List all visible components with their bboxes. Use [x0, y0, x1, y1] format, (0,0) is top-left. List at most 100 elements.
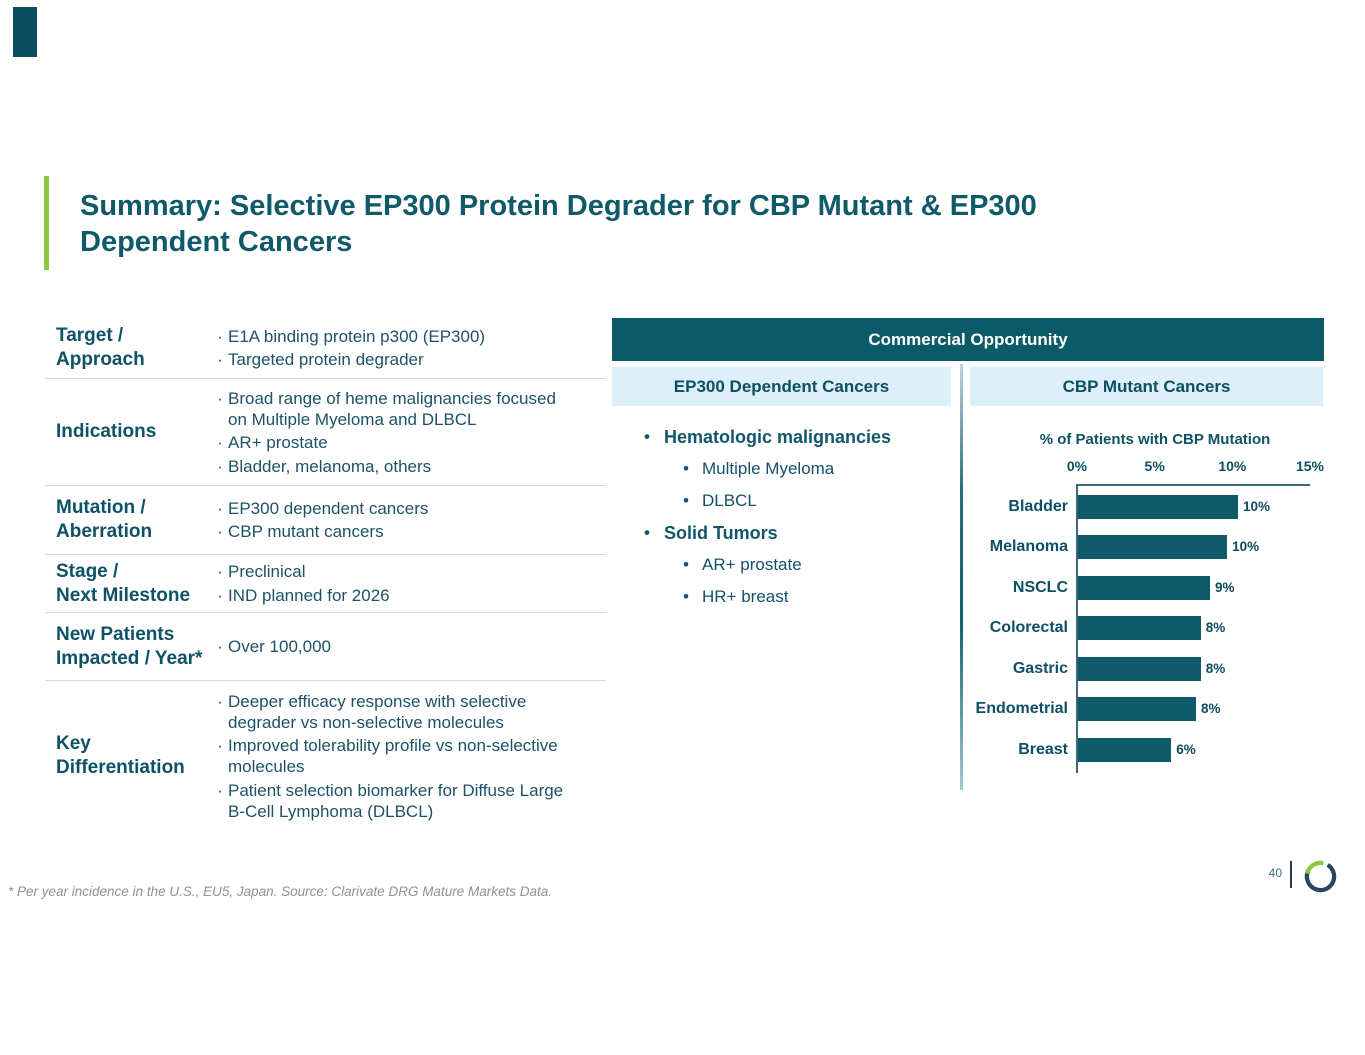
- bullet-icon: ·: [217, 637, 223, 656]
- bullet-item: · Broad range of heme malignancies focuse…: [217, 388, 606, 430]
- bar-category-label: Melanoma: [989, 538, 1068, 556]
- bullet-item: · Over 100,000: [217, 636, 606, 657]
- x-axis-tick-label: 15%: [1295, 458, 1325, 474]
- bar-category-label: Bladder: [1008, 498, 1068, 515]
- bullet-item: · Improved tolerability profile vs non-se…: [217, 735, 606, 777]
- table-row-label-line: Next Milestone: [56, 584, 191, 606]
- bullet-icon: •: [683, 555, 689, 574]
- bullet-icon: ·: [217, 498, 223, 518]
- slide-title: Summary: Selective EP300 Protein Degrade…: [80, 188, 1260, 260]
- table-row-bullets: · Broad range of heme malignancies focuse…: [217, 385, 606, 479]
- bullet-icon: •: [683, 491, 689, 510]
- chart-x-axis-line: [1077, 484, 1310, 486]
- table-row-label-line: Impacted / Year*: [56, 647, 203, 669]
- bar-melanoma: [1078, 535, 1228, 560]
- table-row-label: Key Differentiation: [45, 732, 217, 780]
- bullet-line: degrader vs non-selective molecules: [228, 712, 504, 732]
- table-row-label-line: Key: [56, 733, 91, 754]
- bullet-icon: •: [683, 587, 689, 606]
- bullet-line: IND planned for 2026: [228, 585, 390, 605]
- table-row-bullets: · Preclinical · IND planned for 2026: [217, 559, 606, 609]
- table-row-label-line: Differentiation: [56, 757, 185, 778]
- list-item: • Multiple Myeloma: [630, 458, 960, 480]
- column-divider: [960, 364, 963, 790]
- bullet-item: · Preclinical: [217, 561, 606, 582]
- ep300-cancer-list: • Hematologic malignancies • Multiple Myelo…: [630, 426, 960, 618]
- product-profile-table: Target / Approach · E1A binding protein p30…: [45, 318, 606, 831]
- table-row-label-line: Indications: [56, 421, 157, 442]
- bullet-line: Bladder, melanoma, others: [228, 456, 432, 476]
- footer-separator: [1290, 861, 1292, 888]
- bullet-icon: ·: [217, 522, 223, 542]
- slide-title-line2: Dependent Cancers: [80, 226, 353, 258]
- x-axis-tick-label: 0%: [1066, 458, 1088, 474]
- bullet-line: CBP mutant cancers: [228, 522, 384, 542]
- bar-value-label: 8%: [1201, 701, 1221, 717]
- cbp-column-header: CBP Mutant Cancers: [970, 367, 1323, 406]
- table-row-label-line: Target /: [56, 325, 124, 346]
- bullet-icon: •: [683, 459, 689, 478]
- table-row-label-line: New Patients: [56, 623, 175, 645]
- bar-value-label: 6%: [1176, 741, 1196, 757]
- bar-value-label: 9%: [1215, 579, 1235, 595]
- table-row-bullets: · Over 100,000: [217, 634, 606, 660]
- bar-category-label: NSCLC: [1012, 578, 1068, 596]
- bar-nsclc: [1078, 575, 1211, 600]
- table-row-label-line: Stage /: [56, 560, 119, 582]
- ep300-column-header: EP300 Dependent Cancers: [612, 367, 951, 406]
- table-row: New Patients Impacted / Year* · Over 100,00…: [45, 613, 606, 681]
- table-row-label: Stage / Next Milestone: [45, 560, 217, 608]
- table-row-bullets: · E1A binding protein p300 (EP300) · Target…: [217, 323, 606, 373]
- bullet-line: B-Cell Lymphoma (DLBCL): [228, 801, 434, 821]
- chart-title: % of Patients with CBP Mutation: [1039, 431, 1271, 448]
- table-row: Stage / Next Milestone · Preclinical · IND pl…: [45, 555, 606, 613]
- bullet-item: · E1A binding protein p300 (EP300): [217, 326, 606, 347]
- bullet-line: molecules: [228, 757, 305, 776]
- x-axis-tick-label: 10%: [1218, 458, 1247, 474]
- list-item-label: DLBCL: [702, 491, 757, 510]
- bullet-icon: ·: [217, 326, 223, 346]
- table-row: Mutation / Aberration · EP300 dependent can…: [45, 486, 606, 555]
- bullet-line: E1A binding protein p300 (EP300): [228, 326, 486, 346]
- bar-value-label: 10%: [1232, 539, 1260, 555]
- table-row-label: Indications: [45, 420, 217, 444]
- bullet-icon: ·: [217, 350, 223, 370]
- bar-category-label: Endometrial: [975, 700, 1068, 718]
- page-number: 40: [1268, 866, 1282, 880]
- bullet-item: · EP300 dependent cancers: [217, 498, 606, 519]
- list-item-label: Solid Tumors: [664, 523, 778, 543]
- table-row: Key Differentiation · Deeper efficacy respo…: [45, 681, 606, 831]
- bullet-icon: ·: [217, 736, 223, 755]
- table-row-label: New Patients Impacted / Year*: [45, 623, 217, 671]
- list-item-label: AR+ prostate: [702, 555, 802, 574]
- table-row-label: Target / Approach: [45, 324, 217, 372]
- bullet-icon: ·: [217, 433, 223, 452]
- bullet-item: · Deeper efficacy response with selective…: [217, 691, 606, 733]
- list-item-label: Hematologic malignancies: [664, 427, 892, 447]
- bullet-item: · Targeted protein degrader: [217, 349, 606, 370]
- bullet-icon: •: [644, 427, 650, 446]
- bullet-item: · CBP mutant cancers: [217, 521, 606, 542]
- table-row-label-line: Approach: [56, 349, 145, 370]
- bullet-icon: ·: [217, 585, 223, 605]
- bar-value-label: 10%: [1242, 499, 1271, 514]
- chart-y-axis-line: [1076, 484, 1078, 773]
- bar-colorectal: [1078, 616, 1201, 641]
- bar-value-label: 8%: [1205, 620, 1226, 636]
- bullet-item: · Bladder, melanoma, others: [217, 456, 606, 477]
- bar-bladder: [1078, 495, 1238, 519]
- bullet-icon: ·: [217, 388, 223, 408]
- bullet-icon: ·: [217, 562, 223, 582]
- list-item: • Solid Tumors: [630, 522, 960, 544]
- list-item: • DLBCL: [630, 490, 960, 512]
- table-row: Indications · Broad range of heme malignan…: [45, 379, 606, 486]
- bullet-icon: ·: [217, 691, 223, 711]
- slide-title-line1: Summary: Selective EP300 Protein Degrade…: [80, 190, 1037, 222]
- bar-endometrial: [1078, 697, 1197, 722]
- bar-category-label: Colorectal: [989, 619, 1068, 637]
- ep300-column-header-label: EP300 Dependent Cancers: [673, 376, 890, 396]
- title-accent-bar: [44, 176, 49, 270]
- bullet-line: Patient selection biomarker for Diffuse …: [228, 780, 564, 800]
- table-row: Target / Approach · E1A binding protein p30…: [45, 318, 606, 379]
- bullet-line: Deeper efficacy response with selective: [228, 691, 527, 711]
